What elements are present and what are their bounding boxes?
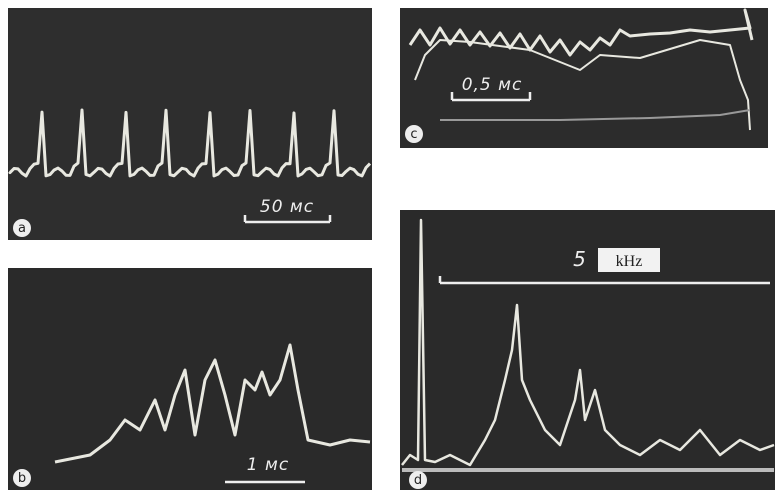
- panel-label: d: [414, 473, 422, 488]
- panel-d: [400, 210, 775, 490]
- unit-label: kHz: [616, 253, 643, 270]
- panel-label: a: [18, 221, 26, 236]
- scale-label: 5: [573, 247, 587, 271]
- panel-b: [8, 268, 372, 490]
- scale-label: 1 мс: [247, 455, 289, 475]
- panel-label: c: [410, 127, 417, 142]
- figure: 50 мс 1 мс 0,5 мс 5 kHz a b c d: [0, 0, 775, 492]
- panel-c: [400, 8, 768, 148]
- panel-a: [8, 8, 372, 240]
- scale-label: 0,5 мс: [462, 75, 523, 95]
- panel-label: b: [18, 471, 26, 486]
- scale-label: 50 мс: [260, 197, 314, 217]
